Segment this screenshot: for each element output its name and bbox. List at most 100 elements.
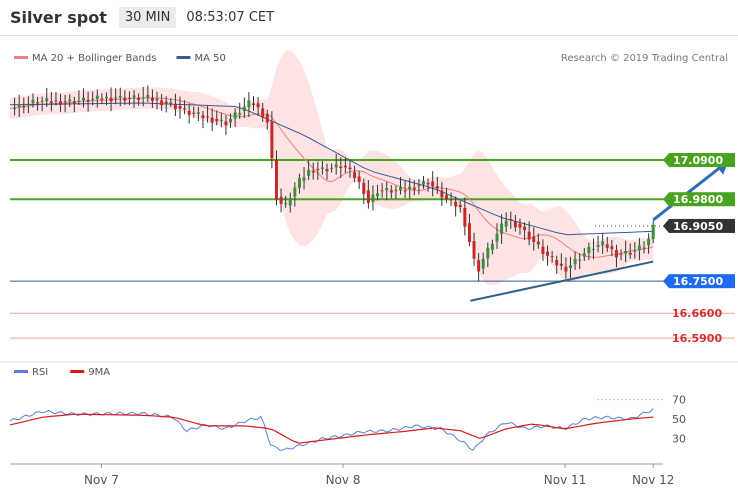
candle-body bbox=[72, 101, 76, 104]
candle-body bbox=[330, 167, 334, 169]
level-badge-pointer bbox=[663, 274, 669, 289]
candle-body bbox=[532, 236, 536, 242]
level-badge bbox=[669, 192, 735, 207]
candle-body bbox=[435, 186, 439, 189]
candle-body bbox=[389, 190, 393, 193]
candle-body bbox=[559, 263, 563, 266]
candle-body bbox=[513, 221, 517, 228]
ma50-line bbox=[9, 102, 654, 236]
ma20-line bbox=[9, 97, 654, 258]
candle-body bbox=[490, 243, 494, 251]
timestamp: 08:53:07 CET bbox=[186, 10, 275, 25]
level-badge bbox=[669, 153, 735, 168]
timeframe-badge[interactable]: 30 MIN bbox=[118, 7, 177, 28]
candle-body bbox=[265, 114, 269, 123]
level-badge-pointer bbox=[663, 192, 669, 207]
candle-body bbox=[22, 105, 26, 108]
candle-body bbox=[137, 97, 141, 100]
candle-body bbox=[316, 168, 320, 170]
candle-body bbox=[426, 182, 430, 185]
candle-body bbox=[444, 195, 448, 199]
candle-body bbox=[633, 250, 637, 252]
rsi-tick-label: 70 bbox=[672, 394, 686, 407]
candle-body bbox=[564, 266, 568, 272]
instrument-title: Silver spot bbox=[10, 8, 107, 27]
candle-body bbox=[546, 251, 550, 256]
candle-body bbox=[628, 252, 632, 255]
candle-body bbox=[233, 112, 237, 119]
candle-body bbox=[509, 218, 513, 221]
candle-body bbox=[17, 104, 21, 108]
candle-body bbox=[555, 259, 559, 266]
candle-body bbox=[550, 256, 554, 258]
candle-body bbox=[591, 248, 595, 250]
candle-body bbox=[229, 118, 233, 123]
candle-body bbox=[362, 182, 366, 194]
candle-body bbox=[293, 187, 297, 197]
x-tick-label: Nov 8 bbox=[326, 473, 361, 487]
candle-body bbox=[31, 99, 35, 104]
candle-body bbox=[421, 181, 425, 185]
candle-body bbox=[412, 187, 416, 190]
candle-body bbox=[187, 110, 191, 115]
candle-body bbox=[59, 101, 63, 105]
rsi-legend-label: RSI bbox=[32, 367, 48, 378]
candle-body bbox=[252, 103, 255, 105]
level-badge-pointer bbox=[663, 153, 669, 168]
candle-body bbox=[619, 253, 623, 255]
candle-body bbox=[449, 198, 453, 200]
rsi-ma-line bbox=[9, 413, 654, 444]
candle-body bbox=[343, 165, 347, 168]
candle-body bbox=[160, 100, 164, 106]
candle-body bbox=[596, 245, 600, 247]
candle-body bbox=[100, 98, 104, 100]
candle-body bbox=[40, 100, 44, 102]
candle-body bbox=[201, 115, 205, 119]
x-tick-label: Nov 7 bbox=[84, 473, 119, 487]
candle-body bbox=[164, 101, 168, 104]
x-tick-label: Nov 12 bbox=[632, 473, 675, 487]
candle-body bbox=[302, 177, 306, 181]
candle-body bbox=[587, 246, 591, 253]
candle-body bbox=[274, 159, 278, 200]
candle-body bbox=[288, 198, 292, 206]
candle-body bbox=[500, 223, 504, 235]
candle-body bbox=[238, 113, 242, 115]
candle-body bbox=[642, 247, 646, 249]
candle-body bbox=[385, 188, 389, 191]
candle-body bbox=[380, 190, 384, 192]
candle-body bbox=[36, 102, 40, 104]
candle-body bbox=[536, 241, 540, 245]
candle-body bbox=[279, 196, 283, 204]
rsi-tick-label: 50 bbox=[672, 413, 686, 426]
level-badge bbox=[669, 274, 735, 289]
rsi-legend-label: 9MA bbox=[88, 367, 110, 378]
candle-body bbox=[256, 103, 260, 108]
candle-body bbox=[353, 172, 357, 179]
candle-body bbox=[523, 226, 527, 231]
candle-body bbox=[408, 186, 412, 190]
candle-body bbox=[467, 223, 471, 243]
candle-body bbox=[118, 96, 122, 98]
candle-body bbox=[210, 117, 214, 123]
candle-body bbox=[297, 177, 301, 188]
candle-body bbox=[320, 167, 324, 169]
level-label-16.5900: 16.5900 bbox=[672, 332, 722, 345]
candle-body bbox=[417, 185, 421, 187]
legend-label: MA 20 + Bollinger Bands bbox=[32, 53, 156, 64]
candle-body bbox=[155, 99, 159, 101]
legend-label: MA 50 bbox=[194, 53, 225, 64]
candle-body bbox=[178, 105, 182, 109]
candle-body bbox=[26, 103, 30, 105]
source-note: Research © 2019 Trading Central bbox=[561, 53, 728, 64]
candle-body bbox=[169, 102, 173, 104]
candle-body bbox=[569, 265, 573, 268]
candle-body bbox=[334, 164, 338, 168]
candle-body bbox=[146, 94, 150, 98]
candle-body bbox=[339, 166, 343, 169]
candle-body bbox=[63, 101, 67, 103]
candle-body bbox=[573, 258, 577, 265]
candle-body bbox=[127, 97, 131, 99]
candle-body bbox=[637, 245, 641, 251]
